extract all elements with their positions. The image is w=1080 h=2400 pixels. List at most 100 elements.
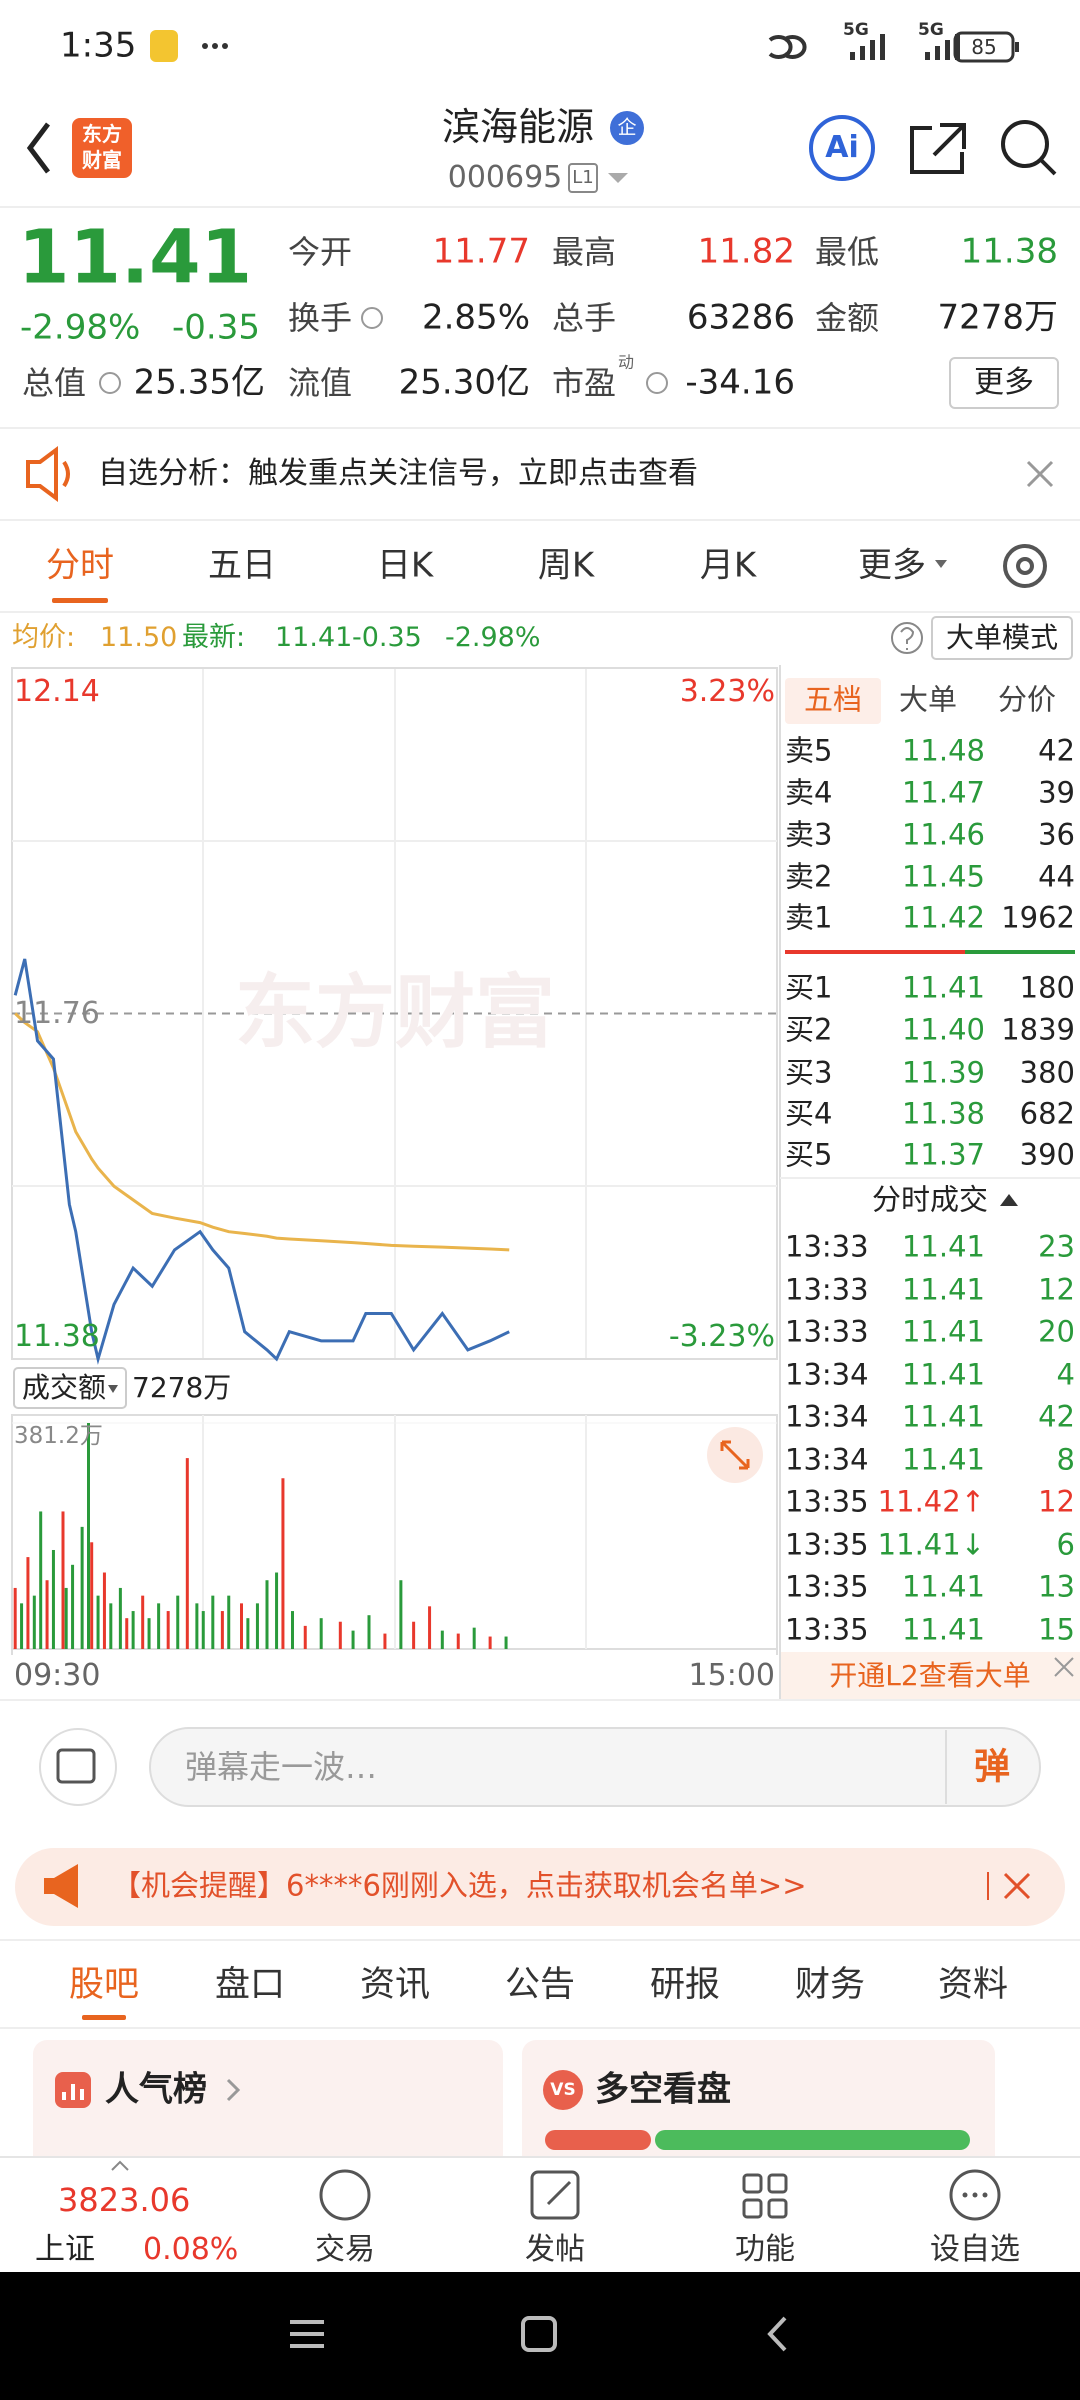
volume-bar — [319, 1618, 323, 1649]
tabs[interactable]: 分价 — [997, 682, 1057, 717]
tabs[interactable]: 月K — [699, 545, 757, 586]
volume-bar — [281, 1478, 285, 1649]
price: 11.41 — [901, 1442, 985, 1477]
change: 0.08% — [143, 2232, 239, 2267]
time: 13:35 — [785, 1527, 869, 1562]
label: 最高 — [552, 232, 617, 271]
volume-bar — [246, 1618, 250, 1649]
tabs[interactable]: 日K — [376, 545, 434, 586]
label: 买2 — [785, 1012, 833, 1047]
notif-icon — [150, 30, 178, 62]
notice[interactable]: 自选分析：触发重点关注信号，立即点击查看 — [98, 456, 698, 491]
sections[interactable]: 财务 — [794, 1965, 866, 2005]
volume: 39 — [1038, 775, 1075, 810]
sections[interactable]: 研报 — [649, 1965, 721, 2005]
tabs[interactable]: 大单 — [898, 682, 958, 717]
dropdown — [935, 560, 947, 568]
info-icon — [646, 372, 668, 394]
volume: 4 — [1056, 1357, 1075, 1392]
volume: 1962 — [1001, 900, 1075, 935]
price: 11.41 — [901, 1357, 985, 1392]
more[interactable]: 更多 — [974, 365, 1034, 400]
volume: 380 — [1019, 1055, 1075, 1090]
volume: 1839 — [1001, 1012, 1075, 1047]
volume-bar — [51, 1549, 55, 1649]
volume-bar — [456, 1633, 460, 1649]
volume: 13 — [1038, 1569, 1075, 1604]
value: 25.30亿 — [398, 362, 530, 403]
volume-bar — [45, 1580, 49, 1649]
price: 11.41↓ — [877, 1527, 985, 1562]
label: 卖4 — [785, 775, 833, 810]
comment-icon — [56, 1748, 96, 1784]
volume-bar — [367, 1615, 371, 1649]
level: L1 — [572, 167, 594, 189]
label: 卖1 — [785, 900, 833, 935]
volume: 12 — [1038, 1272, 1075, 1307]
info-icon — [361, 307, 383, 329]
tabs[interactable]: 更多 — [858, 545, 926, 586]
avg-label: 均价: — [12, 621, 76, 653]
up-icon — [111, 2160, 129, 2171]
alert[interactable]: 【机会提醒】6****6刚刚入选，点击获取机会名单>> — [112, 1868, 807, 1903]
volume-bar — [26, 1557, 30, 1649]
volume: 8 — [1056, 1442, 1075, 1477]
sections[interactable]: 公告 — [504, 1965, 576, 2005]
l2[interactable]: 开通L2查看大单 — [829, 1659, 1031, 1693]
y-tick-label: 11.76 — [14, 995, 100, 1031]
time: 13:33 — [785, 1314, 869, 1349]
label: 买1 — [785, 970, 833, 1005]
volume-bar — [90, 1542, 94, 1649]
time: 13:34 — [785, 1442, 869, 1477]
tabs[interactable]: 分时 — [46, 545, 114, 586]
title[interactable]: 人气榜 — [105, 2069, 207, 2110]
sections[interactable]: 资料 — [937, 1965, 1009, 2005]
items[interactable]: 设自选 — [930, 2232, 1020, 2267]
help-icon — [891, 622, 923, 654]
volume-bar — [275, 1572, 279, 1649]
time: 13:35 — [785, 1484, 869, 1519]
mode[interactable]: 大单模式 — [945, 621, 1059, 655]
expand-icon — [720, 1440, 750, 1470]
tabs[interactable]: 周K — [537, 545, 595, 586]
sections[interactable]: 盘口 — [214, 1965, 286, 2005]
items[interactable]: 交易 — [315, 2232, 375, 2267]
price: 11.48 — [901, 733, 985, 768]
help-glyph — [900, 627, 915, 650]
price: 11.47 — [901, 775, 985, 810]
volume-bar — [176, 1595, 180, 1649]
func-icon — [767, 2173, 788, 2194]
tab-underline — [52, 598, 108, 603]
dot — [212, 43, 218, 49]
button[interactable]: 弹 — [973, 1746, 1011, 1788]
price: 11.37 — [901, 1137, 985, 1172]
dot — [222, 43, 228, 49]
sections[interactable]: 股吧 — [68, 1965, 140, 2005]
tabs[interactable]: 五日 — [208, 545, 276, 586]
icon: VS — [550, 2079, 576, 2100]
placeholder[interactable]: 弹幕走一波… — [185, 1747, 378, 1786]
volume-bar — [227, 1595, 231, 1649]
items[interactable]: 功能 — [735, 2232, 795, 2267]
dot — [972, 2192, 978, 2198]
sections[interactable]: 资讯 — [359, 1965, 431, 2005]
items[interactable]: 发帖 — [525, 2232, 585, 2267]
volume: 42 — [1038, 1399, 1075, 1434]
time: 1:35 — [60, 25, 137, 66]
tabs[interactable]: 五档 — [803, 682, 863, 717]
post-pen — [546, 2180, 572, 2206]
title[interactable]: 多空看盘 — [595, 2069, 731, 2110]
volume: 20 — [1038, 1314, 1075, 1349]
dot — [962, 2192, 968, 2198]
sort-icon — [1000, 1194, 1018, 1206]
value[interactable]: 3823.06 — [58, 2180, 191, 2219]
volume-bar — [303, 1625, 307, 1649]
gear-icon — [1003, 544, 1047, 588]
ai[interactable]: Ai — [825, 130, 859, 165]
volume-bar — [488, 1636, 492, 1649]
info-icon — [99, 372, 121, 394]
gear-core — [1016, 557, 1034, 575]
fav-icon — [949, 2169, 1001, 2221]
